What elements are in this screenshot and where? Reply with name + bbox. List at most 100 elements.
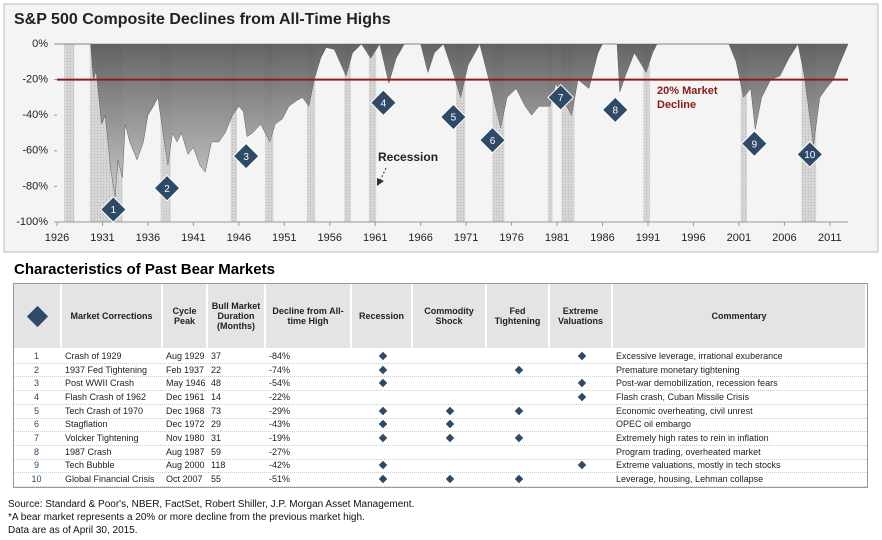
recession-arrowhead — [377, 178, 384, 186]
header-diamond — [26, 305, 48, 327]
table-diamond — [445, 474, 455, 484]
table-cell: 4 — [33, 391, 39, 402]
table-cell: Excessive leverage, irrational exuberanc… — [616, 350, 783, 361]
table-cell: Tech Bubble — [65, 460, 115, 471]
header-cell: Bull Market Duration (Months) — [208, 284, 266, 348]
marker-label: 7 — [558, 93, 564, 104]
table-cell: -27% — [269, 446, 291, 457]
table-cell: Leverage, housing, Lehman collapse — [616, 474, 764, 485]
table-diamond — [514, 365, 523, 374]
table-cell: 9 — [33, 460, 39, 471]
table-diamond — [577, 351, 586, 361]
header-cell: Recession — [352, 284, 413, 348]
ref-line-label: 20% Market Decline — [657, 85, 718, 111]
table-cell: 48 — [211, 378, 222, 389]
table-cell: 1987 Crash — [65, 446, 112, 457]
table-diamond — [577, 461, 586, 470]
row-separator — [14, 472, 867, 474]
recession-band — [547, 44, 553, 222]
table-diamond — [378, 433, 387, 443]
table-cell: 3 — [33, 378, 39, 389]
y-tick-label: -100% — [16, 216, 48, 228]
table-cell: Crash of 1929 — [65, 350, 122, 361]
table-cell: 5 — [33, 405, 39, 416]
table-cell: Global Financial Crisis — [65, 474, 155, 485]
note: Source: Standard & Poor's, NBER, FactSet… — [8, 499, 415, 510]
header-cell: Commodity Shock — [413, 284, 487, 348]
table-cell: Volcker Tightening — [65, 433, 139, 444]
chart: S&P 500 Composite Declines from All-Time… — [3, 3, 879, 253]
table-cell: -19% — [269, 433, 291, 444]
header-cell — [14, 284, 62, 348]
table-cell: 37 — [211, 350, 222, 361]
recession-band — [344, 44, 351, 222]
marker — [796, 140, 824, 168]
table-cell: OPEC oil embargo — [616, 419, 692, 430]
header-cell: Cycle Peak — [163, 284, 208, 348]
recession-band — [740, 44, 748, 222]
table-cell: Premature monetary tightening — [616, 364, 740, 375]
row-separator — [14, 403, 867, 405]
table-cell: 6 — [33, 419, 39, 430]
table-cell: Extremely high rates to rein in inflatio… — [616, 433, 769, 444]
table-cell: 1937 Fed Tightening — [65, 364, 148, 375]
table-diamond — [378, 461, 387, 470]
x-tick-label: 1981 — [545, 232, 569, 244]
table-diamond — [514, 474, 523, 484]
recession-band — [456, 44, 466, 222]
marker — [439, 103, 467, 131]
row-separator — [14, 376, 867, 378]
table-diamond — [378, 420, 387, 429]
marker — [153, 174, 181, 202]
table-cell: 59 — [211, 446, 222, 457]
recession-band — [230, 44, 238, 222]
header-cell: Decline from All-time High — [266, 284, 352, 348]
marker — [547, 83, 575, 111]
x-tick-label: 1926 — [45, 232, 69, 244]
x-tick-label: 1991 — [636, 232, 660, 244]
row-separator — [14, 458, 867, 460]
table: Market Corrections Cycle Peak Bull Market … — [13, 283, 868, 488]
table-cell: -54% — [269, 378, 291, 389]
row-separator — [14, 417, 867, 419]
table-diamond — [577, 392, 586, 402]
marker — [99, 196, 127, 223]
recession-label: Recession — [378, 150, 438, 164]
table-cell: Nov 1980 — [166, 433, 205, 444]
note: *A bear market represents a 20% or more … — [8, 512, 365, 523]
table-cell: 2 — [33, 364, 39, 375]
x-tick-label: 1996 — [681, 232, 705, 244]
table-cell: Flash Crash of 1962 — [65, 391, 147, 402]
x-tick-label: 1951 — [272, 232, 296, 244]
marker — [740, 130, 768, 158]
y-tick-label: -80% — [22, 180, 48, 192]
table-cell: -42% — [269, 460, 291, 471]
marker — [601, 96, 629, 124]
x-tick-label: 2001 — [727, 232, 751, 244]
recession-band — [307, 44, 316, 222]
x-tick-label: 2006 — [772, 232, 796, 244]
header-cell: Market Corrections — [62, 284, 163, 348]
header-cell: Extreme Valuations — [550, 284, 613, 348]
x-tick-label: 1931 — [90, 232, 114, 244]
y-tick-label: -20% — [22, 74, 48, 86]
header-cell: Commentary — [613, 284, 867, 348]
recession-band — [643, 44, 650, 222]
recession-band — [64, 44, 75, 222]
marker-label: 3 — [243, 152, 249, 163]
table-cell: -84% — [269, 350, 291, 361]
table-cell: Aug 2000 — [166, 460, 205, 471]
table-cell: Post WWII Crash — [65, 378, 135, 389]
table-cell: 10 — [31, 474, 42, 485]
table-cell: Program trading, overheated market — [616, 446, 761, 457]
x-tick-label: 1971 — [454, 232, 478, 244]
row-separator — [14, 486, 867, 487]
marker — [369, 89, 397, 117]
note: Data are as of April 30, 2015. — [8, 525, 138, 536]
marker-label: 4 — [381, 98, 387, 109]
table-cell: -51% — [269, 474, 291, 485]
x-tick-label: 1941 — [181, 232, 205, 244]
marker-label: 9 — [752, 139, 758, 150]
table-cell: Tech Crash of 1970 — [65, 405, 144, 416]
